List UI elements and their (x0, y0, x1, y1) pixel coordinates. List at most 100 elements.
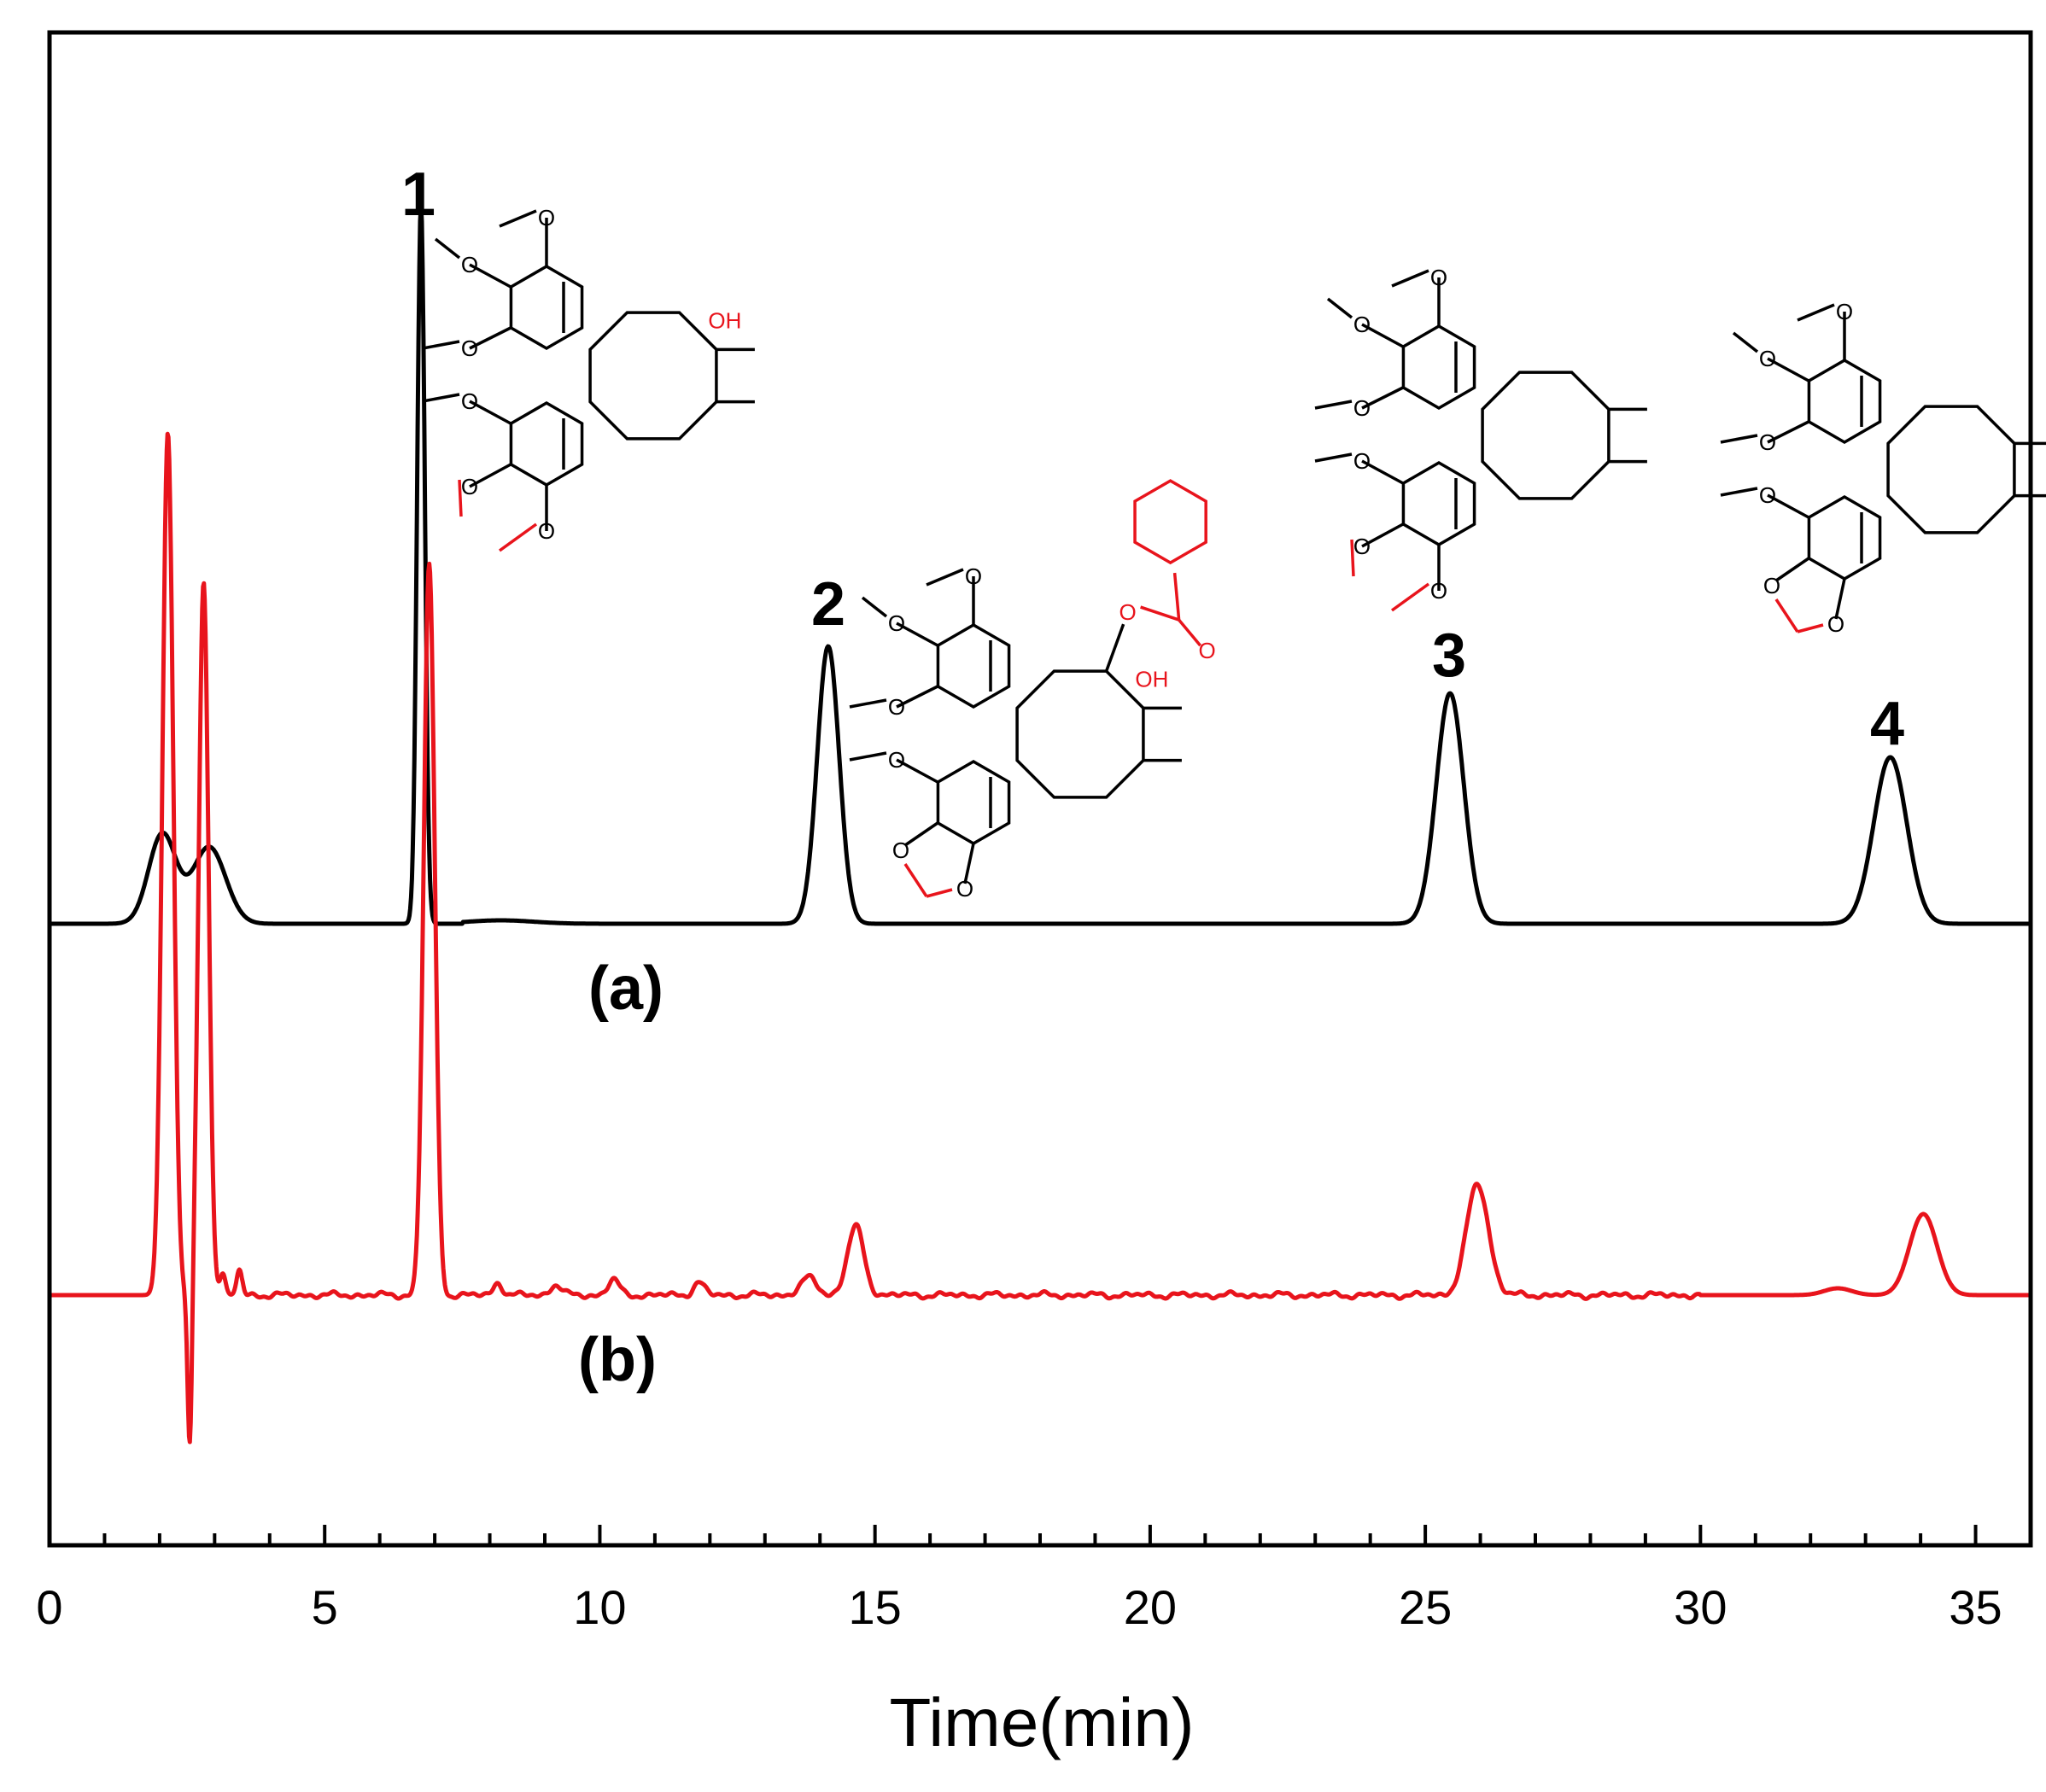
bond (1720, 434, 1758, 444)
aromatic-ring-bottom (1401, 460, 1476, 547)
atom-label: O (1353, 395, 1371, 421)
peak-label-4: 4 (1870, 690, 1904, 758)
x-tick-label: 0 (36, 1580, 62, 1634)
bond (1834, 578, 1846, 620)
bond (904, 821, 938, 847)
traces (48, 202, 2032, 1445)
bond (1361, 459, 1404, 485)
bond (1767, 493, 1809, 519)
atom-label: O (1198, 638, 1215, 663)
aromatic-ring-top (509, 264, 584, 351)
atom-label: O (888, 610, 905, 636)
atom-label: OH (1135, 666, 1168, 692)
bond (1314, 400, 1353, 410)
atom-label: O (888, 747, 905, 773)
x-axis-title: Time(min) (890, 1684, 1195, 1760)
bond (926, 888, 953, 898)
atom-label: O (1353, 534, 1371, 559)
aromatic-ring-bottom (1807, 494, 1882, 581)
atom-label: OH (708, 307, 741, 333)
series-b-line (48, 431, 2032, 1445)
atom-label: O (538, 518, 555, 544)
bond (499, 209, 537, 228)
structure-peak-3: O O O O O O (1314, 265, 1647, 612)
trace-label-0: (a) (588, 954, 663, 1023)
x-tick-label: 20 (1124, 1580, 1177, 1634)
atom-label: O (956, 876, 973, 902)
atom-label: O (1759, 482, 1776, 508)
atom-label: O (538, 205, 555, 231)
aromatic-ring-bottom (509, 400, 584, 487)
bond (1774, 598, 1799, 633)
peak-and-trace-labels: 1 2 3 4 (a) (b) (401, 161, 1904, 1394)
bond (469, 326, 512, 350)
bond (1361, 323, 1404, 348)
structure-peak-2: OH O O O O O O O O (849, 479, 1216, 902)
bond (926, 568, 964, 587)
atom-label: O (888, 694, 905, 720)
x-axis-ticks: 0 5 10 15 20 25 30 35 (36, 1525, 2032, 1634)
bond (1391, 269, 1429, 288)
atom-label: O (461, 336, 478, 361)
bond (469, 263, 512, 289)
peak-label-1: 1 (401, 161, 436, 229)
bond (1140, 605, 1180, 622)
atom-label: O (1827, 611, 1844, 637)
trace-label-1: (b) (578, 1326, 657, 1394)
bond (1178, 618, 1201, 647)
aromatic-ring-top (1401, 324, 1476, 411)
atom-label: O (892, 838, 909, 863)
bond (1390, 582, 1430, 612)
structure-peak-1: OH O O O O O O (422, 205, 755, 552)
bond (896, 622, 938, 647)
bond (896, 758, 938, 784)
atom-label: O (1759, 346, 1776, 371)
bond (1775, 557, 1809, 582)
bond (1797, 303, 1835, 322)
bond (1767, 420, 1809, 444)
atom-label: O (1759, 429, 1776, 455)
atom-label: O (1763, 573, 1780, 598)
bond (469, 400, 512, 425)
bond (1350, 539, 1355, 577)
bond (849, 698, 887, 709)
bond (1361, 522, 1404, 548)
bond (861, 596, 888, 618)
atom-label: O (1353, 448, 1371, 474)
cyclooctadiene-ring (588, 311, 718, 441)
cyclooctadiene-ring (1015, 669, 1145, 799)
bond (422, 393, 460, 403)
benzoyl-ring (1133, 479, 1207, 565)
aromatic-ring-top (936, 622, 1011, 709)
bond (1314, 452, 1353, 463)
bond (469, 463, 512, 488)
bond (1797, 623, 1824, 633)
bond (1326, 297, 1353, 319)
bond (1361, 386, 1404, 410)
series-a-line (48, 202, 2032, 926)
peak-label-2: 2 (811, 570, 845, 639)
chemical-structures: OH O O O O O O OH O O O O O O O O O O O O O O O O O O O O (422, 205, 2046, 902)
x-tick-label: 25 (1399, 1580, 1452, 1634)
bond (434, 237, 461, 260)
atom-label: O (1353, 312, 1371, 337)
bond (903, 863, 928, 897)
atom-label: O (1119, 599, 1136, 625)
x-tick-label: 30 (1674, 1580, 1727, 1634)
bond (458, 479, 463, 517)
aromatic-ring-bottom (936, 759, 1011, 846)
atom-label: O (965, 563, 982, 589)
bond (963, 843, 975, 884)
atom-label: O (461, 252, 478, 277)
bond (849, 751, 887, 762)
peak-label-3: 3 (1432, 622, 1466, 690)
bond (896, 685, 938, 709)
structure-peak-4: O O O O O O (1720, 299, 2046, 637)
aromatic-ring-top (1807, 358, 1882, 445)
cyclooctadiene-ring (1481, 371, 1610, 500)
bond (498, 522, 538, 552)
atom-label: O (461, 388, 478, 414)
bond (1104, 623, 1125, 672)
atom-label: O (1430, 265, 1447, 290)
